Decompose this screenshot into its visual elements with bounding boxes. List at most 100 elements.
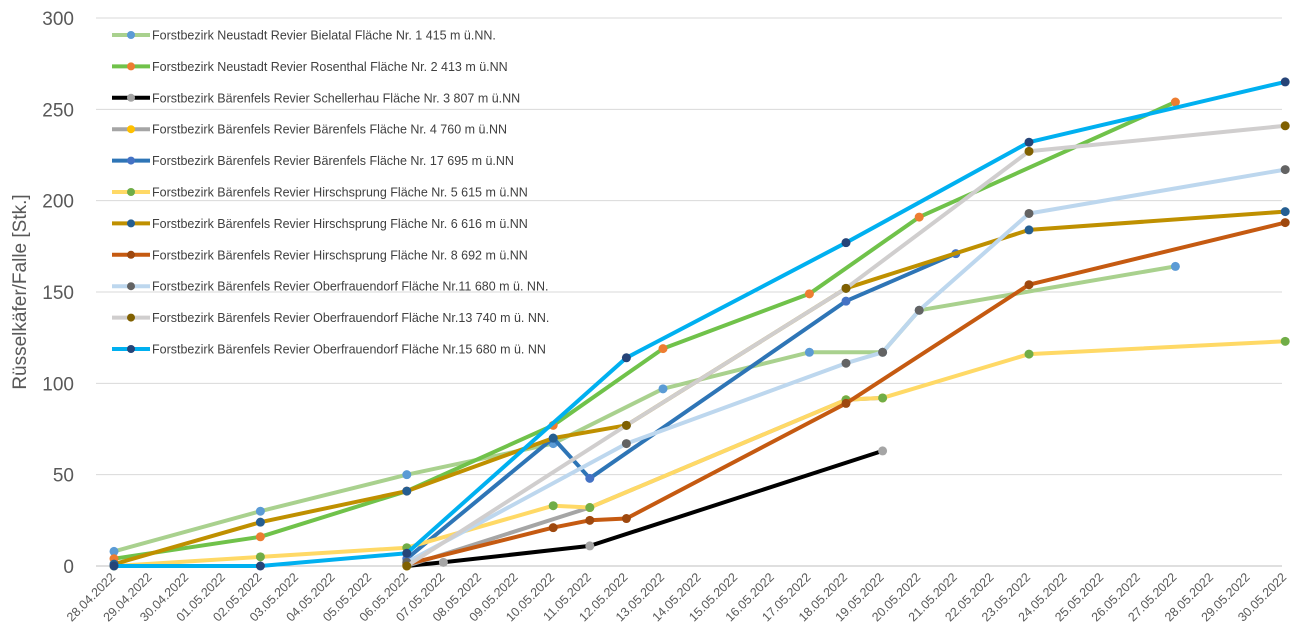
legend-label: Forstbezirk Neustadt Revier Bielatal Flä… <box>152 29 496 43</box>
y-axis-label: Rüsselkäfer/Falle [Stk.] <box>10 194 31 389</box>
series-8 <box>402 218 1290 569</box>
legend-label: Forstbezirk Bärenfels Revier Bärenfels F… <box>152 154 514 168</box>
legend-entry: Forstbezirk Bärenfels Revier Bärenfels F… <box>112 123 507 137</box>
data-point <box>402 470 412 480</box>
legend-entry: Forstbezirk Neustadt Revier Bielatal Flä… <box>112 29 496 43</box>
data-point <box>109 561 119 571</box>
data-point <box>1280 336 1290 346</box>
data-point <box>1024 208 1034 218</box>
legend-swatch-marker <box>127 219 135 228</box>
y-tick-label: 150 <box>42 283 74 304</box>
data-point <box>804 347 814 357</box>
data-point <box>1280 77 1290 87</box>
data-point <box>255 532 265 542</box>
series-10 <box>402 121 1290 571</box>
data-point <box>804 289 814 299</box>
series-1 <box>109 261 1180 556</box>
legend-swatch-marker <box>127 93 135 102</box>
legend-label: Forstbezirk Bärenfels Revier Bärenfels F… <box>152 123 507 137</box>
data-point <box>841 358 851 368</box>
legend-swatch-marker <box>127 156 135 165</box>
data-point <box>255 552 265 562</box>
data-point <box>1280 218 1290 228</box>
y-tick-label: 300 <box>42 9 74 30</box>
legend-label: Forstbezirk Bärenfels Revier Oberfrauend… <box>152 311 549 325</box>
legend-entry: Forstbezirk Bärenfels Revier Schellerhau… <box>112 91 520 105</box>
data-point <box>1024 137 1034 147</box>
data-point <box>585 541 595 551</box>
data-point <box>841 296 851 306</box>
legend-label: Forstbezirk Bärenfels Revier Oberfrauend… <box>152 343 546 357</box>
data-point <box>1280 207 1290 217</box>
y-tick-label: 250 <box>42 100 74 121</box>
data-point <box>1024 225 1034 235</box>
y-axis-ticks: 0 50 100 150 200 250 300 <box>42 9 74 578</box>
x-axis-ticks: 28.04.202229.04.202230.04.202201.05.2022… <box>64 570 1289 624</box>
legend-swatch-marker <box>127 313 135 322</box>
series-6 <box>109 336 1290 571</box>
data-point <box>658 384 668 394</box>
data-point <box>1024 280 1034 290</box>
data-point <box>402 561 412 571</box>
series-line <box>112 100 1178 561</box>
data-point <box>1170 261 1180 271</box>
data-point <box>402 548 412 558</box>
legend-entry: Forstbezirk Bärenfels Revier Hirschsprun… <box>112 248 528 262</box>
data-point <box>621 353 631 363</box>
legend-entry: Forstbezirk Bärenfels Revier Oberfrauend… <box>112 280 548 294</box>
legend-swatch-marker <box>127 188 135 196</box>
legend-label: Forstbezirk Neustadt Revier Rosenthal Fl… <box>152 60 508 74</box>
data-point <box>109 546 119 556</box>
data-point <box>658 344 668 354</box>
legend-swatch-marker <box>127 125 135 134</box>
data-point <box>548 523 558 533</box>
data-point <box>878 347 888 357</box>
data-point <box>1280 165 1290 175</box>
series-9 <box>402 165 1290 567</box>
legend-swatch-marker <box>127 62 135 71</box>
data-point <box>1024 349 1034 359</box>
series-11 <box>109 77 1290 571</box>
data-point <box>841 238 851 248</box>
data-point <box>255 561 265 571</box>
data-point <box>878 393 888 403</box>
legend-swatch-marker <box>127 345 135 353</box>
data-point <box>621 514 631 524</box>
data-point <box>548 501 558 511</box>
data-point <box>1024 146 1034 156</box>
data-point <box>1170 97 1180 107</box>
legend-label: Forstbezirk Bärenfels Revier Hirschsprun… <box>152 217 528 231</box>
legend-entry: Forstbezirk Bärenfels Revier Hirschsprun… <box>112 186 528 200</box>
y-tick-label: 50 <box>53 466 74 487</box>
data-point <box>585 473 595 483</box>
legend-swatch-marker <box>127 250 135 259</box>
legend-entry: Forstbezirk Neustadt Revier Rosenthal Fl… <box>112 60 508 74</box>
legend: Forstbezirk Neustadt Revier Bielatal Flä… <box>112 29 549 357</box>
legend-swatch-marker <box>127 282 135 291</box>
data-point <box>1280 121 1290 131</box>
data-point <box>255 517 265 527</box>
legend-swatch-marker <box>127 31 135 39</box>
data-point <box>585 503 595 513</box>
series-lines <box>109 77 1290 571</box>
series-line <box>404 448 885 568</box>
data-point <box>255 506 265 516</box>
data-point <box>548 433 558 443</box>
legend-entry: Forstbezirk Bärenfels Revier Bärenfels F… <box>112 154 514 168</box>
data-point <box>621 420 631 430</box>
legend-label: Forstbezirk Bärenfels Revier Oberfrauend… <box>152 280 548 294</box>
data-point <box>914 305 924 315</box>
data-point <box>878 446 888 456</box>
data-point <box>585 515 595 525</box>
legend-label: Forstbezirk Bärenfels Revier Hirschsprun… <box>152 248 528 262</box>
legend-entry: Forstbezirk Bärenfels Revier Hirschsprun… <box>112 217 528 231</box>
data-point <box>438 557 448 567</box>
data-point <box>914 212 924 222</box>
legend-entry: Forstbezirk Bärenfels Revier Oberfrauend… <box>112 343 546 357</box>
series-line <box>112 339 1288 568</box>
data-point <box>841 398 851 408</box>
legend-entry: Forstbezirk Bärenfels Revier Oberfrauend… <box>112 311 549 325</box>
legend-label: Forstbezirk Bärenfels Revier Schellerhau… <box>152 91 520 105</box>
y-tick-label: 0 <box>63 557 74 578</box>
